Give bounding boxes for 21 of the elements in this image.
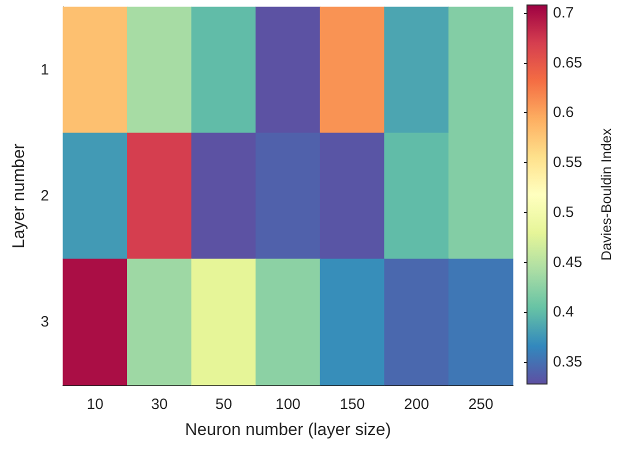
x-tick-label: 100 (275, 396, 301, 413)
color-bar-label: 0.55 (553, 154, 582, 172)
color-bar-label: 0.65 (553, 54, 582, 72)
x-tick-label: 30 (151, 396, 168, 413)
color-bar-label: 0.6 (553, 104, 574, 122)
x-tick-label: 200 (404, 396, 430, 413)
y-tick-label: 2 (40, 188, 49, 204)
x-tick-label: 50 (215, 396, 232, 413)
x-axis-title: Neuron number (layer size) (185, 420, 391, 439)
x-tick-label: 10 (86, 396, 104, 413)
color-bar-label: 0.5 (553, 204, 574, 221)
color-bar-title: Davies-Bouldin Index (598, 128, 614, 261)
x-tick-label: 250 (468, 396, 494, 413)
y-axis-title: Layer number (9, 143, 28, 248)
color-bar-label: 0.45 (553, 254, 582, 271)
y-tick-label: 1 (40, 62, 49, 78)
color-bar-label: 0.4 (553, 304, 574, 321)
x-tick-label: 150 (340, 396, 365, 413)
color-bar-label: 0.7 (553, 4, 574, 22)
y-tick-label: 3 (40, 314, 49, 330)
color-bar-label: 0.35 (553, 354, 582, 371)
